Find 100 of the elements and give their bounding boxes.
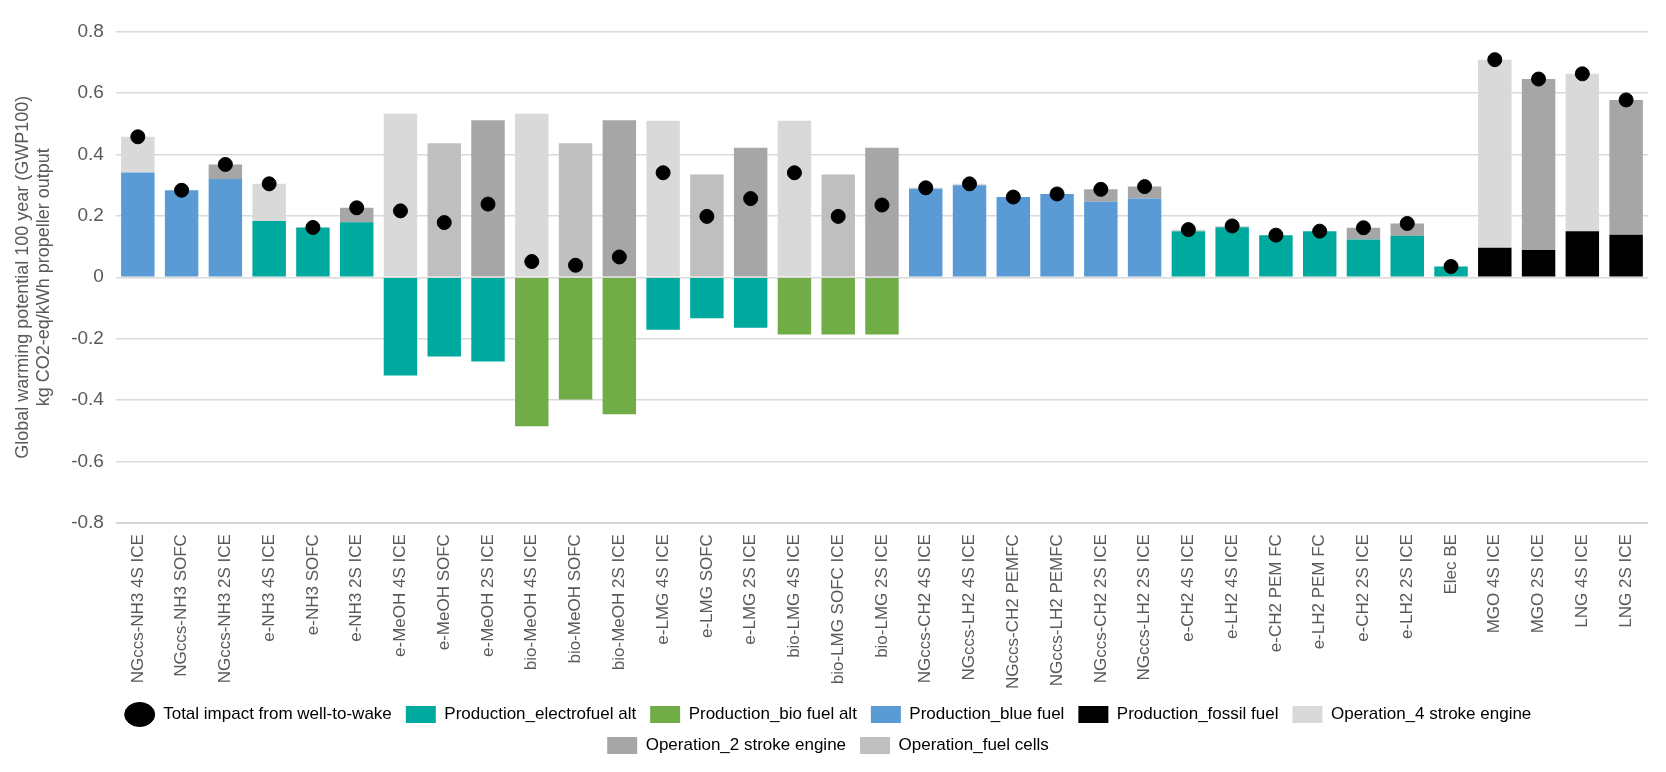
x-tick-label: Elec BE (1440, 534, 1460, 595)
bar (1521, 79, 1556, 250)
point (611, 249, 627, 265)
bar (996, 197, 1031, 277)
point (830, 208, 846, 224)
point (480, 196, 496, 212)
bar (1346, 239, 1381, 277)
bar (427, 278, 461, 357)
legend-label: Operation_fuel cells (898, 735, 1049, 755)
x-tick-label: bio-MeOH 2S ICE (609, 534, 629, 671)
bar (383, 278, 418, 376)
x-tick-label: NGccs-LH2 4S ICE (959, 534, 979, 681)
x-tick-label: bio-LMG 4S ICE (784, 534, 804, 658)
legend-label: Production_electrofuel alt (444, 704, 637, 724)
y-tick-label: 0.4 (77, 142, 105, 164)
point (699, 208, 715, 224)
x-tick-label: bio-MeOH SOFC (565, 534, 585, 664)
bar (1609, 99, 1643, 235)
point (786, 165, 802, 181)
x-tick-label: NGccs-CH2 4S ICE (915, 534, 935, 684)
bar (1390, 235, 1424, 277)
bar (471, 278, 505, 362)
point (1180, 222, 1196, 238)
x-tick-label: bio-MeOH 4S ICE (521, 534, 541, 671)
bar (296, 227, 330, 277)
y-axis-title: Global warming potential 100 year (GWP100) kg CO2-eq/kWh propeller output (11, 95, 54, 459)
point (1093, 181, 1109, 197)
x-tick-label: LNG 2S ICE (1615, 534, 1635, 628)
x-tick-label: e-LMG 4S ICE (652, 534, 672, 645)
bar (1521, 249, 1556, 277)
bar (1215, 227, 1249, 277)
point (217, 156, 233, 172)
bar (471, 120, 505, 277)
bar (1478, 247, 1512, 277)
point (962, 176, 978, 192)
bar (690, 278, 724, 319)
x-tick-label: e-MeOH 4S ICE (390, 534, 410, 657)
x-tick-label: e-CH2 2S ICE (1353, 534, 1373, 642)
point (1487, 52, 1503, 68)
point (1137, 179, 1153, 195)
bar (909, 188, 943, 277)
bar (733, 278, 768, 328)
bar (1259, 235, 1293, 277)
legend-label: Operation_2 stroke engine (645, 735, 847, 755)
bar (1565, 231, 1600, 277)
bar (733, 147, 768, 277)
point (261, 176, 277, 192)
bar (821, 174, 855, 277)
point (1005, 189, 1021, 205)
y-tick-label: 0.8 (77, 19, 104, 41)
bar (164, 190, 199, 277)
point (436, 215, 452, 231)
point (1443, 259, 1459, 274)
x-tick-label: NGccs-NH3 SOFC (171, 534, 191, 677)
y-tick-label: 0.6 (77, 81, 104, 103)
bar (558, 143, 593, 277)
point (1224, 218, 1240, 234)
point (1399, 215, 1415, 231)
bar (1171, 231, 1206, 277)
x-tick-label: MGO 4S ICE (1484, 534, 1504, 634)
x-tick-label: MGO 2S ICE (1528, 534, 1548, 634)
bar (1302, 231, 1337, 277)
legend-label: Production_bio fuel alt (688, 704, 858, 724)
y-tick-label: -0.2 (71, 326, 104, 348)
point (918, 180, 934, 196)
point (1268, 227, 1284, 243)
bar (821, 278, 855, 335)
legend-label: Production_blue fuel (909, 704, 1065, 724)
bar (952, 185, 987, 277)
x-tick-label: NGccs-LH2 PEMFC (1046, 534, 1066, 687)
x-tick-label: e-LMG SOFC (696, 534, 716, 639)
bar (121, 172, 155, 277)
bar (777, 278, 812, 335)
y-tick-label: 0 (93, 265, 104, 287)
y-tick-label: 0.2 (77, 204, 104, 226)
x-tick-label: e-CH2 4S ICE (1178, 534, 1198, 642)
x-tick-label: NGccs-CH2 PEMFC (1002, 534, 1022, 690)
x-tick-label: NGccs-NH3 2S ICE (215, 534, 235, 684)
point (1618, 92, 1634, 108)
bar (865, 147, 899, 277)
x-tick-label: bio-LMG SOFC ICE (827, 534, 847, 685)
bar (339, 222, 374, 277)
x-tick-label: NGccs-LH2 2S ICE (1134, 534, 1154, 681)
point (743, 191, 759, 207)
legend-label: Total impact from well-to-wake (163, 704, 392, 724)
x-tick-label: LNG 4S ICE (1572, 534, 1592, 628)
x-tick-label: e-CH2 PEM FC (1265, 534, 1285, 653)
bar (602, 278, 637, 415)
bar (1127, 198, 1162, 277)
bar (427, 143, 461, 277)
legend-label: Production_fossil fuel (1116, 704, 1279, 724)
bar (865, 278, 899, 335)
bar (1040, 193, 1074, 277)
bar (252, 221, 286, 277)
bar (646, 278, 680, 330)
point (1531, 71, 1547, 87)
x-tick-label: e-LH2 PEM FC (1309, 534, 1329, 650)
point (874, 197, 890, 213)
x-tick-label: e-NH3 4S ICE (258, 534, 278, 642)
point (305, 219, 321, 235)
